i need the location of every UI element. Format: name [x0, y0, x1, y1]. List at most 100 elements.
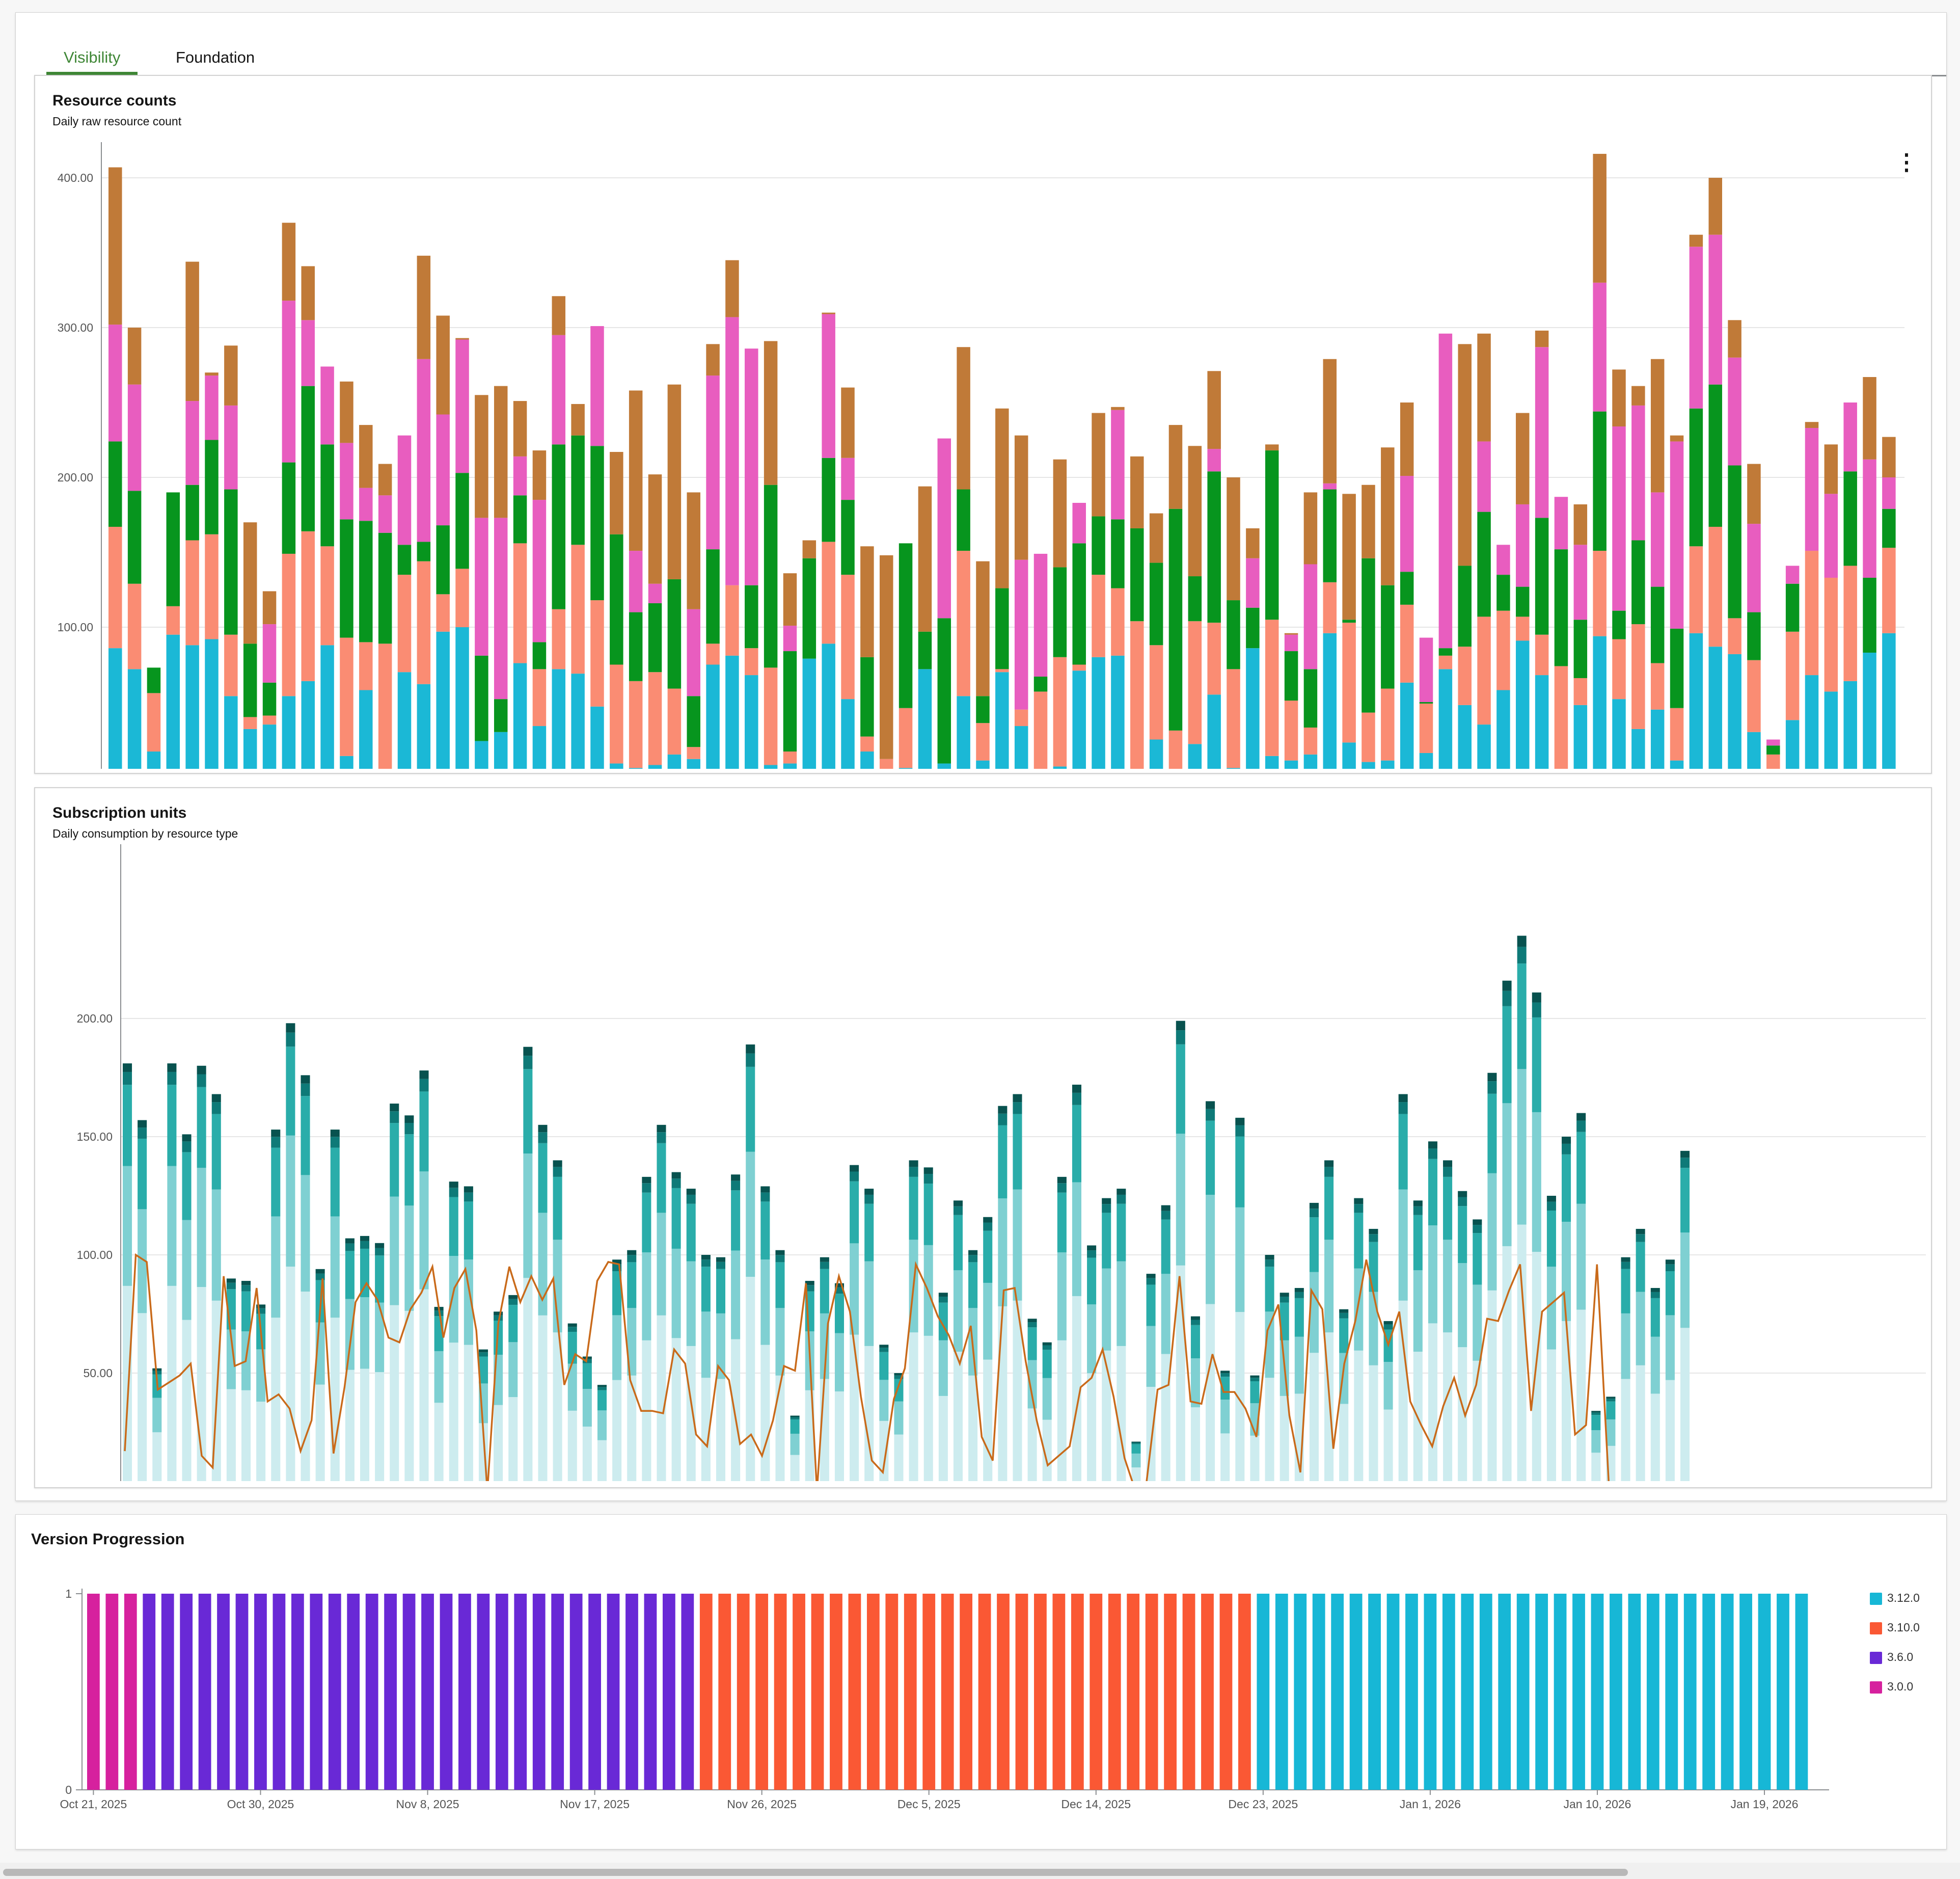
resource-count-bar[interactable] — [1824, 444, 1838, 494]
resource-count-bar[interactable] — [1438, 648, 1453, 656]
subscription-bar[interactable] — [775, 1375, 785, 1481]
subscription-bar[interactable] — [375, 1255, 385, 1303]
subscription-bar[interactable] — [1220, 1377, 1230, 1400]
resource-count-bar[interactable] — [262, 624, 277, 683]
subscription-bar[interactable] — [1546, 1201, 1556, 1211]
subscription-bar[interactable] — [1591, 1411, 1601, 1413]
subscription-bar[interactable] — [315, 1384, 325, 1481]
subscription-bar[interactable] — [627, 1250, 637, 1255]
resource-count-bar[interactable] — [745, 585, 758, 649]
subscription-bar[interactable] — [404, 1122, 414, 1135]
resource-count-bar[interactable] — [185, 540, 199, 646]
subscription-bar[interactable] — [850, 1243, 859, 1335]
resource-count-bar[interactable] — [1728, 465, 1741, 619]
resource-count-bar[interactable] — [1303, 492, 1318, 565]
resource-count-bar[interactable] — [1496, 575, 1510, 611]
resource-count-bar[interactable] — [1188, 446, 1202, 577]
resource-count-bar[interactable] — [1284, 701, 1298, 761]
resource-count-bar[interactable] — [1014, 559, 1028, 710]
subscription-bar[interactable] — [1235, 1117, 1245, 1125]
subscription-bar[interactable] — [241, 1281, 251, 1285]
resource-count-bar[interactable] — [475, 395, 488, 518]
subscription-bar[interactable] — [1117, 1346, 1126, 1481]
subscription-bar[interactable] — [850, 1334, 859, 1481]
resource-count-bar[interactable] — [1728, 320, 1741, 358]
subscription-bar[interactable] — [1190, 1325, 1200, 1359]
resource-count-bar[interactable] — [1670, 628, 1684, 708]
resource-count-bar[interactable] — [1631, 540, 1645, 625]
subscription-bar[interactable] — [1502, 980, 1512, 991]
resource-count-bar[interactable] — [1631, 624, 1645, 729]
subscription-bar[interactable] — [746, 1044, 755, 1054]
subscription-bar[interactable] — [345, 1299, 355, 1370]
resource-count-bar[interactable] — [1458, 647, 1472, 705]
subscription-bar[interactable] — [716, 1261, 726, 1269]
version-bar[interactable] — [1219, 1594, 1233, 1790]
resource-count-bar[interactable] — [1092, 657, 1105, 769]
subscription-bar[interactable] — [1190, 1316, 1200, 1320]
subscription-bar[interactable] — [1102, 1213, 1111, 1269]
subscription-bar[interactable] — [138, 1209, 147, 1313]
resource-count-bar[interactable] — [1111, 519, 1125, 588]
subscription-bar[interactable] — [1443, 1332, 1453, 1481]
subscription-bar[interactable] — [998, 1306, 1008, 1481]
subscription-bar[interactable] — [1176, 1134, 1185, 1266]
resource-count-bar[interactable] — [1535, 347, 1549, 518]
resource-count-bar[interactable] — [532, 669, 547, 727]
resource-count-bar[interactable] — [1785, 583, 1800, 632]
version-bar[interactable] — [1572, 1594, 1585, 1790]
subscription-bar[interactable] — [1250, 1435, 1260, 1481]
version-bar[interactable] — [1015, 1594, 1028, 1790]
resource-count-bar[interactable] — [764, 765, 778, 769]
resource-count-bar[interactable] — [976, 760, 990, 769]
resource-count-bar[interactable] — [1882, 477, 1896, 509]
subscription-bar[interactable] — [983, 1359, 993, 1481]
resource-count-bar[interactable] — [417, 542, 431, 561]
resource-count-bar[interactable] — [687, 747, 700, 759]
version-bar[interactable] — [588, 1594, 601, 1790]
resource-count-bar[interactable] — [1381, 760, 1395, 769]
subscription-bar[interactable] — [360, 1297, 370, 1369]
resource-count-bar[interactable] — [841, 387, 855, 458]
subscription-bar[interactable] — [390, 1196, 399, 1305]
subscription-bar[interactable] — [716, 1269, 726, 1313]
resource-count-bar[interactable] — [1612, 426, 1626, 611]
resource-count-bar[interactable] — [976, 561, 990, 696]
subscription-bar[interactable] — [567, 1410, 577, 1481]
resource-count-bar[interactable] — [899, 768, 913, 769]
resource-count-bar[interactable] — [1303, 669, 1318, 728]
subscription-bar[interactable] — [1042, 1350, 1052, 1378]
subscription-bar[interactable] — [404, 1115, 414, 1123]
subscription-bar[interactable] — [1146, 1278, 1156, 1285]
subscription-bar[interactable] — [567, 1323, 577, 1327]
subscription-bar[interactable] — [1146, 1274, 1156, 1278]
subscription-bar[interactable] — [449, 1343, 458, 1481]
resource-count-bar[interactable] — [1708, 178, 1722, 235]
version-bar[interactable] — [1127, 1594, 1140, 1790]
resource-count-bar[interactable] — [822, 643, 835, 769]
resource-count-bar[interactable] — [205, 372, 219, 376]
version-bar[interactable] — [254, 1594, 267, 1790]
resource-count-bar[interactable] — [1168, 508, 1183, 731]
subscription-bar[interactable] — [909, 1176, 918, 1240]
version-bar[interactable] — [328, 1594, 341, 1790]
subscription-bar[interactable] — [449, 1256, 458, 1343]
resource-count-bar[interactable] — [1284, 633, 1298, 635]
subscription-bar[interactable] — [1176, 1021, 1185, 1031]
subscription-bar[interactable] — [1428, 1141, 1437, 1149]
subscription-bar[interactable] — [1190, 1407, 1200, 1481]
subscription-bar[interactable] — [894, 1434, 904, 1481]
subscription-bar[interactable] — [1517, 947, 1527, 964]
subscription-bar[interactable] — [1354, 1213, 1364, 1269]
resource-count-bar[interactable] — [147, 751, 161, 769]
version-bar[interactable] — [1795, 1594, 1808, 1790]
subscription-bar[interactable] — [404, 1310, 414, 1481]
subscription-bar[interactable] — [1532, 1017, 1541, 1112]
resource-count-bar[interactable] — [745, 648, 758, 676]
subscription-bar[interactable] — [508, 1397, 518, 1481]
subscription-bar[interactable] — [820, 1261, 829, 1269]
subscription-bar[interactable] — [701, 1259, 711, 1267]
subscription-bar[interactable] — [1280, 1297, 1289, 1303]
subscription-bar[interactable] — [894, 1373, 904, 1376]
subscription-bar[interactable] — [1413, 1270, 1423, 1352]
